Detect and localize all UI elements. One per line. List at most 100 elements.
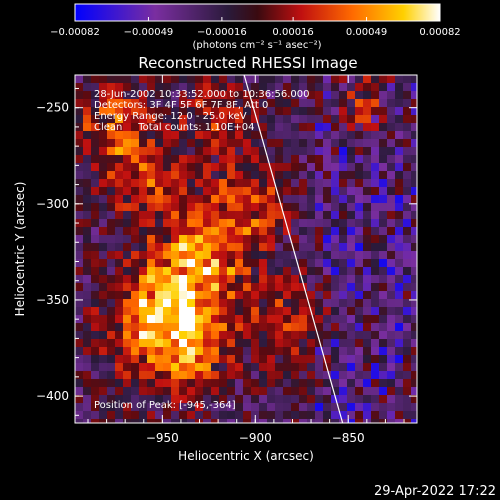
heatmap-cell xyxy=(275,115,283,123)
heatmap-cell xyxy=(75,267,83,275)
heatmap-cell xyxy=(355,75,363,83)
heatmap-cell xyxy=(227,331,235,339)
heatmap-cell xyxy=(339,307,347,315)
heatmap-cell xyxy=(315,219,323,227)
heatmap-cell xyxy=(403,387,411,395)
heatmap-cell xyxy=(115,123,123,131)
heatmap-cell xyxy=(91,291,99,299)
heatmap-cell xyxy=(243,323,251,331)
heatmap-cell xyxy=(147,235,155,243)
heatmap-cell xyxy=(411,275,417,283)
heatmap-cell xyxy=(347,275,355,283)
heatmap-cell xyxy=(91,347,99,355)
heatmap-cell xyxy=(339,203,347,211)
heatmap-cell xyxy=(275,299,283,307)
heatmap-cell xyxy=(83,363,91,371)
heatmap-cell xyxy=(163,283,171,291)
heatmap-cell xyxy=(395,355,403,363)
heatmap-cell xyxy=(363,243,371,251)
heatmap-cell xyxy=(347,99,355,107)
heatmap-cell xyxy=(75,155,83,163)
heatmap-cell xyxy=(211,203,219,211)
heatmap-cell xyxy=(379,195,387,203)
heatmap-cell xyxy=(339,187,347,195)
heatmap-cell xyxy=(355,331,363,339)
heatmap-cell xyxy=(211,115,219,123)
heatmap-cell xyxy=(115,83,123,91)
heatmap-cell xyxy=(259,219,267,227)
heatmap-cell xyxy=(411,323,417,331)
heatmap-cell xyxy=(259,187,267,195)
heatmap-cell xyxy=(347,91,355,99)
heatmap-cell xyxy=(371,227,379,235)
heatmap-cell xyxy=(275,91,283,99)
heatmap-cell xyxy=(315,251,323,259)
heatmap-cell xyxy=(315,147,323,155)
heatmap-cell xyxy=(83,99,91,107)
heatmap-cell xyxy=(131,331,139,339)
heatmap-cell xyxy=(339,267,347,275)
heatmap-cell xyxy=(331,203,339,211)
heatmap-cell xyxy=(291,187,299,195)
heatmap-cell xyxy=(139,411,147,419)
heatmap-cell xyxy=(179,123,187,131)
heatmap-cell xyxy=(275,171,283,179)
heatmap-cell xyxy=(179,419,187,423)
heatmap-cell xyxy=(227,203,235,211)
heatmap-cell xyxy=(363,227,371,235)
heatmap-cell xyxy=(379,83,387,91)
heatmap-cell xyxy=(243,147,251,155)
heatmap-cell xyxy=(371,275,379,283)
heatmap-cell xyxy=(211,307,219,315)
heatmap-cell xyxy=(387,419,395,423)
heatmap-cell xyxy=(339,259,347,267)
heatmap-cell xyxy=(211,187,219,195)
heatmap-cell xyxy=(227,411,235,419)
heatmap-cell xyxy=(355,123,363,131)
heatmap-cell xyxy=(291,395,299,403)
heatmap-cell xyxy=(267,107,275,115)
heatmap-cell xyxy=(107,155,115,163)
heatmap-cell xyxy=(195,147,203,155)
heatmap-cell xyxy=(155,235,163,243)
heatmap-cell xyxy=(363,411,371,419)
heatmap-cell xyxy=(347,323,355,331)
heatmap-cell xyxy=(163,107,171,115)
heatmap-cell xyxy=(251,107,259,115)
heatmap-cell xyxy=(163,363,171,371)
heatmap-cell xyxy=(411,419,417,423)
heatmap-cell xyxy=(267,283,275,291)
heatmap-cell xyxy=(75,235,83,243)
heatmap-cell xyxy=(387,123,395,131)
heatmap-cell xyxy=(171,363,179,371)
heatmap-cell xyxy=(179,339,187,347)
colorbar-ticks: −0.00082 −0.00049 −0.00016 0.00016 0.00049 0.… xyxy=(50,17,461,38)
heatmap-cell xyxy=(107,307,115,315)
heatmap-cell xyxy=(203,219,211,227)
heatmap-cell xyxy=(283,107,291,115)
heatmap-cell xyxy=(195,91,203,99)
heatmap-cell xyxy=(291,243,299,251)
heatmap-cell xyxy=(147,275,155,283)
heatmap-cell xyxy=(291,283,299,291)
heatmap-cell xyxy=(195,323,203,331)
heatmap-cell xyxy=(99,195,107,203)
heatmap-cell xyxy=(155,291,163,299)
heatmap-cell xyxy=(211,195,219,203)
heatmap-cell xyxy=(203,315,211,323)
heatmap-cell xyxy=(243,123,251,131)
heatmap-cell xyxy=(387,323,395,331)
heatmap-cell xyxy=(115,339,123,347)
y-tick-label: −300 xyxy=(36,197,69,211)
heatmap-cell xyxy=(163,211,171,219)
heatmap-cell xyxy=(131,99,139,107)
heatmap-cell xyxy=(131,163,139,171)
heatmap-cell xyxy=(267,123,275,131)
heatmap-cell xyxy=(299,251,307,259)
heatmap-cell xyxy=(371,307,379,315)
heatmap-cell xyxy=(275,203,283,211)
heatmap-cell xyxy=(163,395,171,403)
heatmap-cell xyxy=(355,211,363,219)
heatmap-cell xyxy=(395,155,403,163)
heatmap-cell xyxy=(411,339,417,347)
